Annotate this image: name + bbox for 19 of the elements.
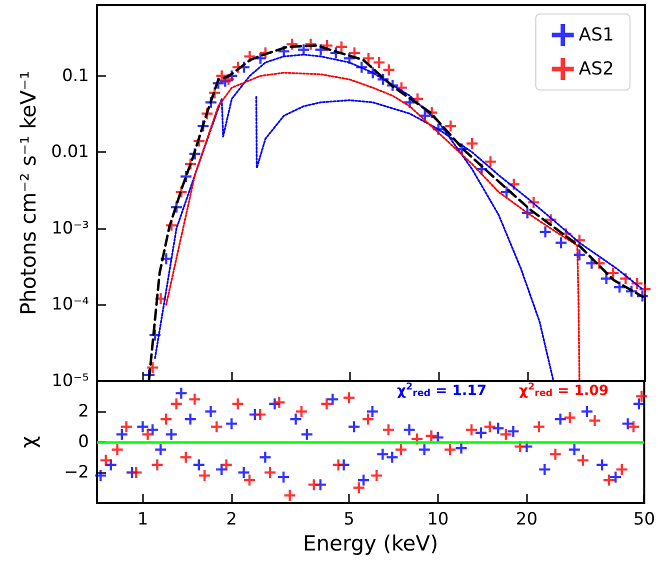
y-axis-title: χ [16,436,40,448]
y-tick-label: 10⁻⁵ [52,371,89,391]
y-tick-label: 2 [78,402,89,422]
y-tick-label: 0.01 [51,142,89,162]
x-axis-title: Energy (keV) [302,532,438,556]
y-tick-label: 0.1 [62,66,89,86]
y-tick-label: 0 [78,432,89,452]
legend-label: AS1 [578,24,614,46]
x-tick-label: 5 [344,510,354,530]
x-tick-label: 1 [137,510,148,530]
x-tick-label: 2 [226,510,237,530]
y-axis-title: Photons cm⁻² s⁻¹ keV⁻¹ [16,70,40,316]
legend-label: AS2 [578,58,614,80]
x-tick-label: 10 [427,510,449,530]
x-tick-label: 50 [633,510,656,530]
y-tick-label: −2 [64,462,89,482]
x-tick-label: 20 [516,510,538,530]
y-tick-label: 10⁻⁴ [52,294,90,315]
y-tick-label: 10⁻³ [52,218,89,238]
